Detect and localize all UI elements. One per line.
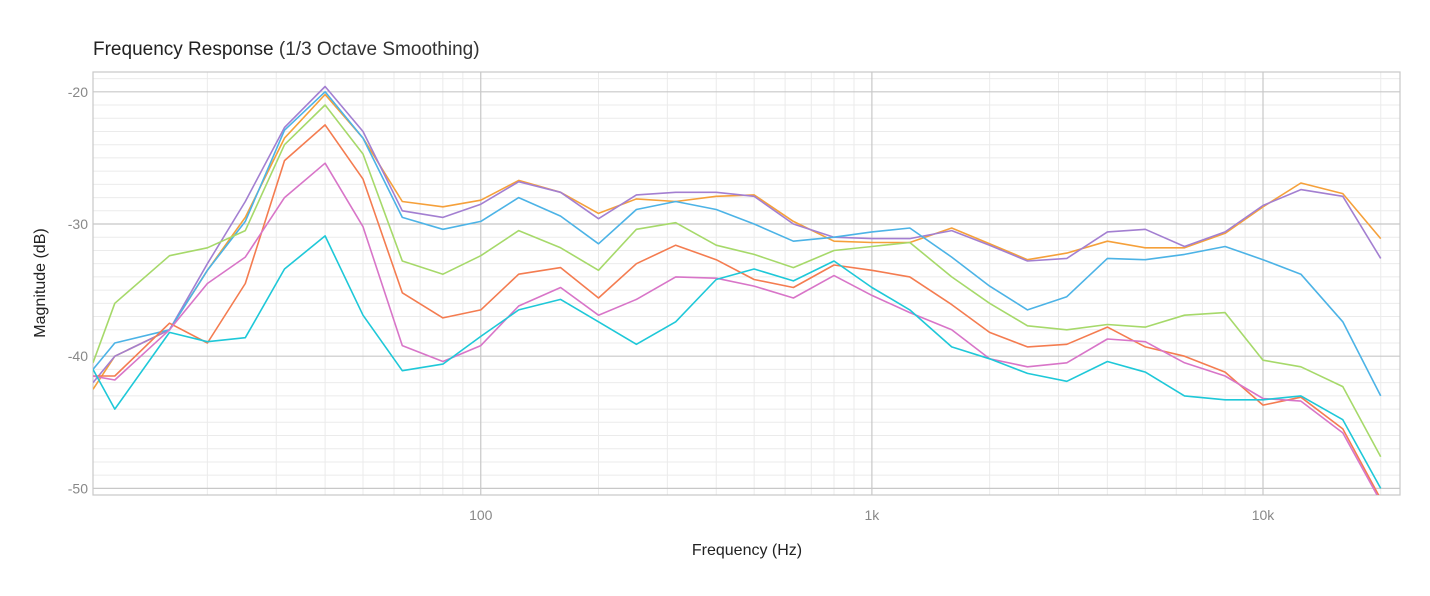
- y-axis-label: Magnitude (dB): [32, 228, 49, 337]
- series-line: [93, 93, 1382, 390]
- x-tick-label: 1k: [864, 507, 880, 523]
- chart-subtitle: (1/3 Octave Smoothing): [279, 39, 480, 60]
- x-axis-label: Frequency (Hz): [692, 542, 802, 559]
- x-tick-label: 100: [469, 507, 493, 523]
- series-line: [93, 91, 1382, 397]
- series-line: [93, 124, 1380, 495]
- series-line: [93, 235, 1382, 489]
- x-tick-label: 10k: [1252, 507, 1276, 523]
- y-tick-label: -50: [68, 480, 88, 496]
- plot-area: [93, 85, 1382, 495]
- plot-border: [92, 71, 1401, 496]
- y-tick-label: -20: [68, 84, 88, 100]
- y-tick-label: -40: [68, 348, 88, 364]
- series-line: [93, 162, 1378, 495]
- series-line: [93, 85, 1382, 384]
- y-tick-label: -30: [68, 216, 88, 232]
- chart-title: Frequency Response: [93, 39, 274, 60]
- series-line: [93, 104, 1382, 458]
- chart-title-block: Frequency Response (1/3 Octave Smoothing…: [93, 39, 480, 60]
